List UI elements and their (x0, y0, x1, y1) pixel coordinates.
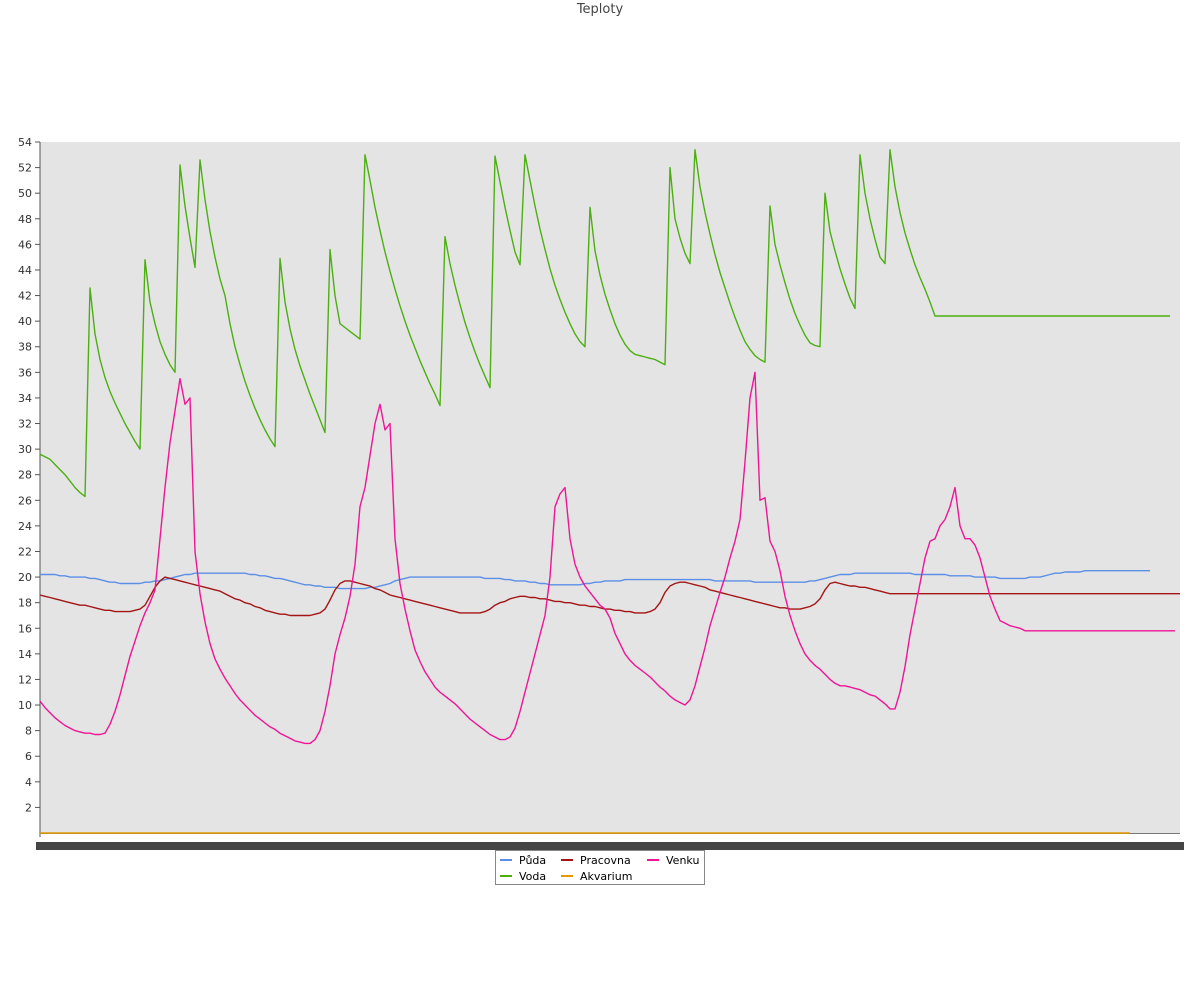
y-tick-label: 30 (18, 443, 32, 456)
legend-item: Pracovna (561, 854, 631, 868)
y-axis: 2468101214161820222426283032343638404244… (18, 136, 41, 837)
y-tick-label: 42 (18, 290, 32, 303)
x-tick-label-band (36, 842, 1184, 850)
y-tick-label: 8 (25, 725, 32, 738)
legend-label: Pracovna (580, 854, 631, 867)
series-line-voda (39, 149, 1170, 498)
y-tick-label: 18 (18, 597, 32, 610)
legend-item: Venku (647, 854, 699, 868)
legend-label: Akvarium (580, 870, 633, 883)
series-line-venku (39, 371, 1175, 745)
series-line-puda (40, 570, 1150, 590)
chart-title: Teploty (576, 2, 624, 17)
legend-item: Akvarium (561, 870, 632, 884)
y-tick-label: 46 (18, 238, 32, 251)
y-tick-label: 32 (18, 418, 32, 431)
plot-area (40, 142, 1180, 833)
y-tick-label: 2 (25, 801, 32, 814)
legend-swatch (561, 859, 573, 861)
y-tick-label: 16 (18, 622, 32, 635)
y-tick-label: 34 (18, 392, 32, 405)
y-tick-label: 38 (18, 341, 32, 354)
legend-swatch (561, 875, 573, 877)
y-tick-label: 12 (18, 673, 32, 686)
legend-swatch (647, 859, 659, 861)
y-tick-label: 4 (25, 776, 32, 789)
y-tick-label: 52 (18, 162, 32, 175)
y-tick-label: 54 (18, 136, 32, 149)
y-tick-label: 10 (18, 699, 32, 712)
legend-label: Voda (519, 870, 547, 883)
y-tick-label: 20 (18, 571, 32, 584)
y-tick-label: 14 (18, 648, 32, 661)
legend-swatch (500, 859, 512, 861)
x-axis (36, 833, 1184, 850)
y-tick-label: 24 (18, 520, 32, 533)
y-tick-label: 40 (18, 315, 32, 328)
y-tick-label: 22 (18, 545, 32, 558)
legend-item: Voda (500, 870, 546, 884)
y-tick-label: 48 (18, 213, 32, 226)
series-layer (39, 149, 1180, 834)
y-tick-label: 44 (18, 264, 32, 277)
y-tick-label: 50 (18, 187, 32, 200)
y-tick-label: 36 (18, 366, 32, 379)
legend-item: Půda (500, 854, 546, 868)
y-tick-label: 6 (25, 750, 32, 763)
y-tick-label: 28 (18, 469, 32, 482)
legend-label: Půda (519, 854, 547, 867)
legend: Půda Voda Pracovna Akvarium Venku (495, 850, 705, 885)
legend-label: Venku (666, 854, 700, 867)
legend-swatch (500, 875, 512, 877)
y-tick-label: 26 (18, 494, 32, 507)
